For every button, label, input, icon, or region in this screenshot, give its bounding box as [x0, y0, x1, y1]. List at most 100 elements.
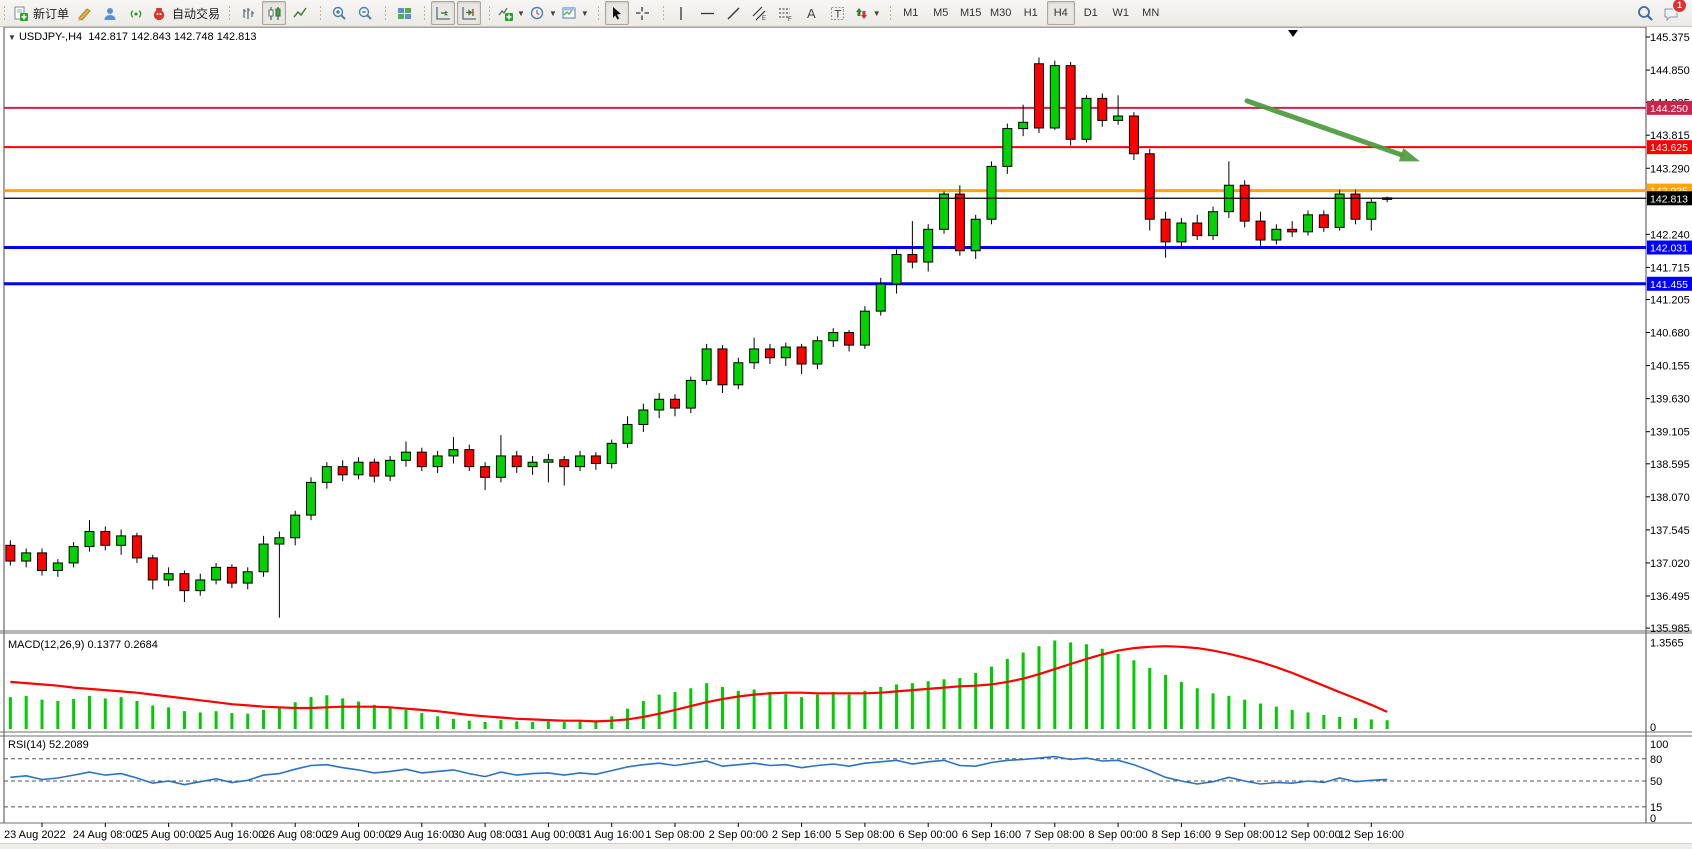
bull-candle: [575, 455, 586, 468]
zoomin-icon: [331, 5, 348, 22]
zoomout-icon: [357, 5, 374, 22]
bull-candle: [638, 409, 649, 425]
cursor-button[interactable]: [604, 1, 629, 25]
candlestick-button[interactable]: [262, 1, 287, 25]
bull-candle: [1002, 128, 1013, 167]
tf-m30[interactable]: M30: [990, 7, 1012, 19]
bull-candle: [1113, 115, 1124, 121]
date-tick-label: 26 Aug 08:00: [263, 829, 328, 841]
tf-h4[interactable]: H4: [1046, 1, 1075, 25]
date-tick-label: 7 Sep 08:00: [1025, 829, 1084, 841]
bull-candle: [52, 562, 63, 572]
bull-candle: [385, 459, 396, 477]
chart-type-group: [225, 0, 316, 26]
chart-canvas[interactable]: 145.375144.850144.335143.815143.290142.2…: [0, 27, 1692, 843]
channel-button[interactable]: E: [748, 1, 772, 25]
chart-shift-button[interactable]: [457, 1, 482, 25]
tile-windows-button[interactable]: [392, 1, 416, 25]
tf-mn[interactable]: MN: [1142, 7, 1160, 19]
date-tick-label: 23 Aug 2022: [4, 829, 66, 841]
templates-button[interactable]: ▼: [560, 1, 590, 25]
periods-button[interactable]: ▼: [528, 1, 558, 25]
zoom-group: [316, 0, 381, 26]
toolbar-right-group: 1: [1632, 0, 1692, 25]
chevron-down-icon: ▼: [517, 8, 525, 18]
bear-candle: [5, 544, 16, 562]
price-tick-label: 138.595: [1650, 459, 1690, 471]
bear-candle: [337, 466, 348, 476]
indicators-button[interactable]: ▼: [496, 1, 526, 25]
cursor-icon: [608, 5, 625, 22]
tf-m5[interactable]: M5: [933, 7, 949, 19]
bear-candle: [1144, 153, 1155, 220]
price-tick-label: 141.715: [1650, 262, 1690, 274]
zoom-in-button[interactable]: [327, 1, 351, 25]
styler-button[interactable]: [72, 1, 96, 25]
arrows-button[interactable]: ▼: [852, 1, 882, 25]
tf-w1[interactable]: W1: [1112, 7, 1129, 19]
price-tick-label: 143.290: [1650, 163, 1690, 175]
bear-candle: [907, 253, 918, 263]
chart-shift-marker: [1288, 30, 1298, 37]
line-chart-button[interactable]: [288, 1, 312, 25]
bear-candle: [147, 557, 158, 581]
svg-text:141.455: 141.455: [1650, 279, 1688, 291]
svg-text:E: E: [762, 16, 766, 22]
bear-candle: [717, 348, 728, 386]
bear-candle: [1160, 218, 1171, 243]
profile-icon: [102, 5, 119, 22]
bull-candle: [780, 346, 791, 359]
zoom-out-button[interactable]: [353, 1, 377, 25]
bull-candle: [1366, 201, 1377, 220]
new-order-button[interactable]: 新订单: [11, 1, 70, 25]
bear-candle: [559, 459, 570, 468]
search-button[interactable]: [1633, 1, 1657, 25]
tf-m15[interactable]: M15: [960, 7, 982, 19]
auto-scroll-button[interactable]: [431, 1, 456, 25]
profile-button[interactable]: [98, 1, 122, 25]
bull-candle: [84, 530, 95, 548]
bull-candle: [891, 253, 902, 285]
horizontal-line-button[interactable]: [696, 1, 720, 25]
trend-arrow-annotation[interactable]: [1244, 98, 1420, 162]
crosshair-icon: [634, 5, 651, 22]
tf-d1[interactable]: D1: [1083, 7, 1098, 19]
window-bottom-edge: [0, 843, 1692, 849]
vertical-line-button[interactable]: [670, 1, 694, 25]
crosshair-button[interactable]: [631, 1, 655, 25]
scroll-group: [420, 0, 485, 26]
chart-window[interactable]: 145.375144.850144.335143.815143.290142.2…: [0, 27, 1692, 843]
trendline-icon: [725, 5, 742, 22]
trendline-button[interactable]: [722, 1, 746, 25]
bull-candle: [21, 552, 32, 562]
rsi-line: [10, 755, 1388, 786]
bear-candle: [100, 530, 111, 546]
tf-m1[interactable]: M1: [903, 7, 919, 19]
notifications-button[interactable]: 1: [1659, 0, 1687, 25]
label-button[interactable]: T: [826, 1, 850, 25]
text-button[interactable]: A: [800, 1, 824, 25]
collapse-ohlc-icon[interactable]: ▼: [8, 33, 16, 42]
signal-button[interactable]: [124, 1, 148, 25]
date-tick-label: 1 Sep 08:00: [645, 829, 704, 841]
candles-layer: [5, 57, 1393, 618]
date-tick-label: 9 Sep 08:00: [1215, 829, 1274, 841]
template-icon: [561, 5, 578, 22]
price-axis[interactable]: 145.375144.850144.335143.815143.290142.2…: [1646, 32, 1690, 635]
bull-candle: [923, 228, 934, 263]
date-tick-label: 6 Sep 00:00: [899, 829, 958, 841]
tf-h1[interactable]: H1: [1023, 7, 1038, 19]
date-tick-label: 2 Sep 00:00: [709, 829, 768, 841]
auto-trading-button[interactable]: 自动交易: [150, 1, 221, 25]
date-tick-label: 30 Aug 08:00: [453, 829, 518, 841]
bull-candle: [321, 466, 332, 483]
bull-candle: [400, 451, 411, 461]
bar-chart-button[interactable]: [236, 1, 260, 25]
fibonacci-button[interactable]: F: [774, 1, 798, 25]
rsi-label: RSI(14) 52.2089: [8, 739, 89, 751]
auto-trading-button-label: 自动交易: [172, 6, 221, 21]
chevron-down-icon: ▼: [872, 8, 881, 18]
vline-icon: [673, 5, 690, 22]
